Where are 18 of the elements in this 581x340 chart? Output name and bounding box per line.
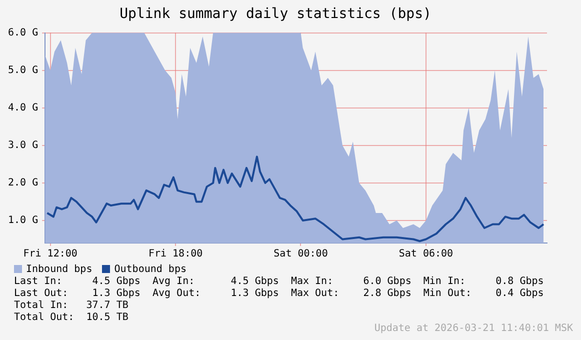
y-tick-label: 1.0 G	[8, 215, 38, 226]
y-tick-label: 4.0 G	[8, 102, 38, 114]
legend-label: Inbound bps	[26, 264, 92, 274]
chart-title: Uplink summary daily statistics (bps)	[120, 6, 432, 22]
legend-label: Outbound bps	[114, 264, 186, 274]
text: Total In: 37.7 TB	[14, 300, 130, 312]
x-tick-label: Sat 00:00	[274, 248, 328, 260]
x-tick-label: Fri 12:00	[23, 248, 78, 260]
text: Last Out: 1.3 Gbps Avg Out: 1.3 Gbps Max Out: 2.8 Gbps Min Out: 0.4 Gbps	[14, 288, 545, 300]
x-tick-label: Sat 06:00	[398, 248, 454, 260]
text: Total Out: 10.5 TB	[14, 312, 130, 324]
y-tick-label: 2.0 G	[8, 178, 38, 189]
text: Update at 2026-03-21 11:40:01 MSK	[374, 323, 573, 334]
y-tick-label: 3.0 G	[8, 140, 38, 151]
y-tick-label: 5.0 G	[8, 64, 38, 76]
x-tick-label: Fri 18:00	[148, 248, 203, 260]
text: Last In: 4.5 Gbps Avg In: 4.5 Gbps Max In: 6.0 Gbps Min In: 0.8 Gbps	[14, 276, 545, 288]
y-tick-label: 6.0 G	[8, 27, 38, 38]
